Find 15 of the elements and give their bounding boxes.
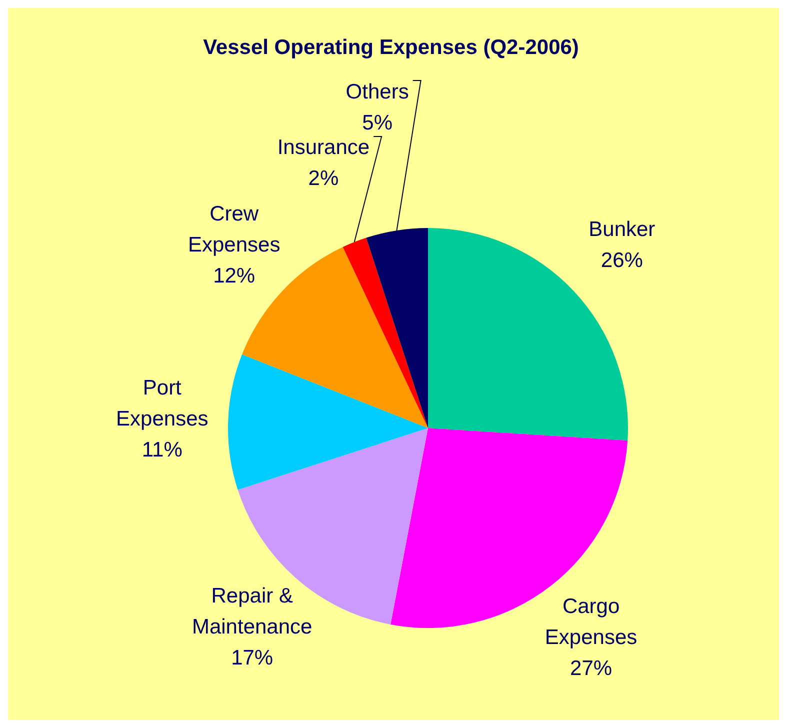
slice-label: Insurance (277, 136, 370, 160)
slice-label: Cargo Expenses (544, 594, 638, 649)
slice-label: Others (346, 80, 409, 104)
data-label: 17% (231, 646, 274, 670)
data-label: 26% (600, 249, 643, 272)
chart-title: Vessel Operating Expenses (Q2-2006) (203, 36, 579, 59)
slice-label: Port Expenses (116, 376, 208, 430)
data-label: 27% (570, 656, 612, 680)
data-label: 2% (308, 167, 339, 190)
slice-label: Crew Expenses (188, 202, 280, 257)
data-label: 12% (213, 264, 256, 288)
slice-label: Bunker (588, 218, 656, 242)
data-label: 5% (362, 111, 392, 134)
slice-label: Repair & Maintenance (192, 584, 312, 638)
data-label: 11% (142, 438, 182, 462)
